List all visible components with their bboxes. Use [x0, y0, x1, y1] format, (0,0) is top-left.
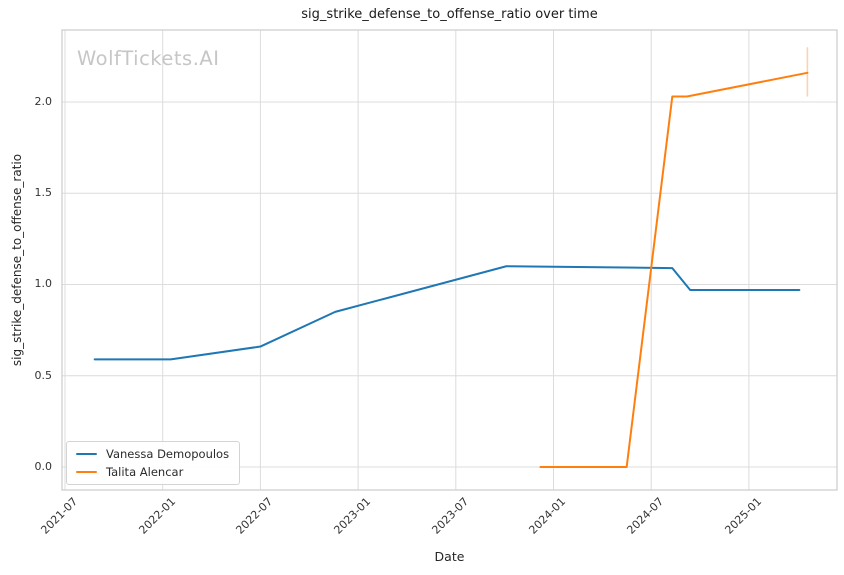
watermark: WolfTickets.AI	[77, 47, 220, 70]
legend-line-swatch-orange	[76, 471, 97, 473]
chart-title: sig_strike_defense_to_offense_ratio over…	[301, 7, 598, 22]
y-tick-2.0: 2.0	[34, 95, 53, 108]
y-tick-0.0: 0.0	[34, 460, 53, 473]
legend-entry-talita-alencar: Talita Alencar	[76, 465, 229, 479]
legend-label: Talita Alencar	[106, 465, 184, 479]
y-tick-1.5: 1.5	[34, 186, 53, 199]
legend-label: Vanessa Demopoulos	[106, 447, 230, 461]
y-tick-1.0: 1.0	[34, 277, 53, 290]
legend-entry-vanessa-demopoulos: Vanessa Demopoulos	[76, 447, 229, 461]
y-tick-0.5: 0.5	[34, 369, 53, 382]
x-axis-label: Date	[434, 549, 465, 564]
legend: Vanessa Demopoulos Talita Alencar	[66, 441, 241, 485]
legend-line-swatch-blue	[76, 453, 97, 455]
